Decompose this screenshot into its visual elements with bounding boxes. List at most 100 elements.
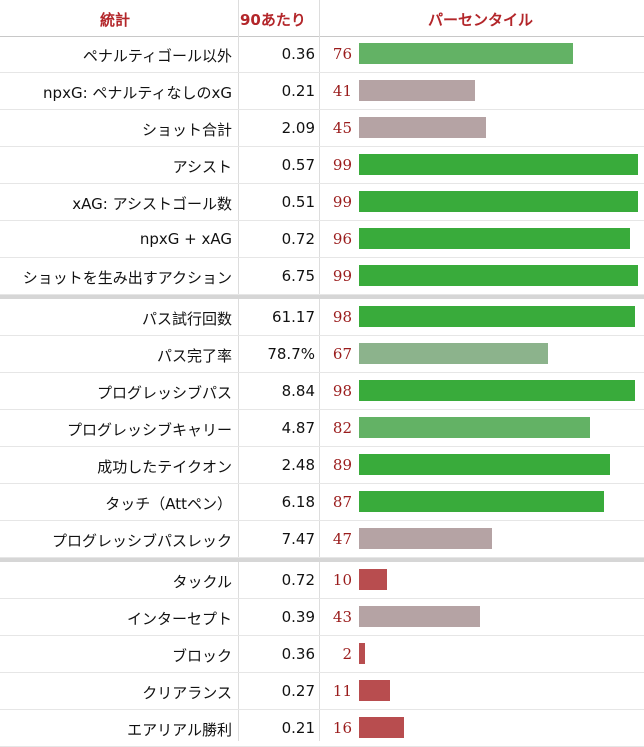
- table-row: ブロック 0.36 2: [0, 636, 644, 673]
- table-row: エアリアル勝利 0.21 16: [0, 710, 644, 747]
- stat-label: プログレッシブパス: [96, 384, 232, 402]
- stat-label: npxG + xAG: [139, 230, 232, 248]
- percentile-value: 96: [332, 230, 352, 248]
- per90-value: 2.48: [281, 456, 315, 474]
- per90-value: 0.39: [281, 608, 315, 626]
- percentile-bar: [359, 191, 638, 212]
- stat-label: ショット合計: [141, 121, 232, 139]
- percentile-value: 10: [332, 571, 352, 589]
- stat-label: タッチ（Attペン）: [105, 495, 232, 513]
- stat-label: パス完了率: [156, 347, 232, 365]
- stat-label: プログレッシブパスレック: [51, 532, 232, 550]
- table-row: クリアランス 0.27 11: [0, 673, 644, 710]
- per90-value: 0.27: [281, 682, 315, 700]
- percentile-bar: [359, 265, 638, 286]
- column-divider-left: [238, 0, 239, 741]
- percentile-bar: [359, 343, 548, 364]
- percentile-value: 99: [332, 267, 352, 285]
- per90-value: 0.21: [281, 719, 315, 737]
- header-stat: 統計: [100, 11, 131, 29]
- percentile-bar: [359, 228, 630, 249]
- table-row: npxG: ペナルティなしのxG 0.21 41: [0, 73, 644, 110]
- percentile-value: 47: [332, 530, 352, 548]
- table-row: パス完了率 78.7% 67: [0, 336, 644, 373]
- per90-value: 4.87: [281, 419, 315, 437]
- stat-label: クリアランス: [142, 684, 232, 702]
- per90-value: 0.72: [281, 230, 315, 248]
- stat-label: ペナルティゴール以外: [82, 47, 232, 65]
- header-per90: 90あたり: [240, 11, 306, 29]
- percentile-value: 99: [332, 193, 352, 211]
- percentile-bar: [359, 643, 365, 664]
- per90-value: 7.47: [281, 530, 315, 548]
- table-row: 成功したテイクオン 2.48 89: [0, 447, 644, 484]
- percentile-bar: [359, 380, 635, 401]
- table-row: アシスト 0.57 99: [0, 147, 644, 184]
- per90-value: 0.57: [281, 156, 315, 174]
- percentile-value: 67: [332, 345, 352, 363]
- table-row: プログレッシブパス 8.84 98: [0, 373, 644, 410]
- per90-value: 6.18: [281, 493, 315, 511]
- table-row: パス試行回数 61.17 98: [0, 299, 644, 336]
- per90-value: 0.36: [281, 45, 315, 63]
- percentile-value: 2: [342, 645, 352, 663]
- group-separator: [0, 558, 644, 562]
- percentile-bar: [359, 569, 387, 590]
- per90-value: 2.09: [281, 119, 315, 137]
- percentile-value: 76: [332, 45, 352, 63]
- percentile-value: 98: [332, 382, 352, 400]
- percentile-value: 99: [332, 156, 352, 174]
- percentile-bar: [359, 117, 486, 138]
- table-row: インターセプト 0.39 43: [0, 599, 644, 636]
- table-row: xAG: アシストゴール数 0.51 99: [0, 184, 644, 221]
- table-row: タッチ（Attペン） 6.18 87: [0, 484, 644, 521]
- percentile-value: 98: [332, 308, 352, 326]
- percentile-bar: [359, 43, 573, 64]
- stat-label: ショットを生み出すアクション: [22, 269, 232, 287]
- per90-value: 0.51: [281, 193, 315, 211]
- percentile-value: 87: [332, 493, 352, 511]
- stat-label: アシスト: [172, 158, 232, 176]
- percentile-value: 45: [332, 119, 352, 137]
- stat-label: ブロック: [171, 647, 232, 665]
- table-row: ペナルティゴール以外 0.36 76: [0, 36, 644, 73]
- percentile-bar: [359, 454, 610, 475]
- stat-label: プログレッシブキャリー: [66, 421, 232, 439]
- table-row: プログレッシブキャリー 4.87 82: [0, 410, 644, 447]
- stat-label: パス試行回数: [141, 310, 232, 328]
- per90-value: 0.72: [281, 571, 315, 589]
- stat-label: インターセプト: [126, 610, 232, 628]
- header-percentile: パーセンタイル: [428, 11, 534, 29]
- per90-value: 6.75: [281, 267, 315, 285]
- stat-label: 成功したテイクオン: [97, 458, 232, 476]
- percentile-bar: [359, 528, 492, 549]
- percentile-value: 16: [332, 719, 352, 737]
- percentile-value: 89: [332, 456, 352, 474]
- percentile-bar: [359, 154, 638, 175]
- stat-label: タックル: [172, 573, 232, 591]
- stat-label: xAG: アシストゴール数: [72, 195, 232, 213]
- per90-value: 8.84: [281, 382, 315, 400]
- stat-label: エアリアル勝利: [127, 721, 232, 739]
- group-separator: [0, 295, 644, 299]
- percentile-bar: [359, 717, 404, 738]
- table-row: ショットを生み出すアクション 6.75 99: [0, 258, 644, 295]
- per90-value: 78.7%: [267, 345, 315, 363]
- stat-label: npxG: ペナルティなしのxG: [43, 84, 232, 102]
- percentile-value: 43: [332, 608, 352, 626]
- table-row: プログレッシブパスレック 7.47 47: [0, 521, 644, 558]
- percentile-bar: [359, 306, 635, 327]
- percentile-bar: [359, 80, 475, 101]
- percentile-value: 82: [332, 419, 352, 437]
- table-row: タックル 0.72 10: [0, 562, 644, 599]
- table-row: npxG + xAG 0.72 96: [0, 221, 644, 258]
- per90-value: 0.21: [281, 82, 315, 100]
- percentile-bar: [359, 606, 480, 627]
- percentile-value: 11: [332, 682, 352, 700]
- table-row: ショット合計 2.09 45: [0, 110, 644, 147]
- per90-value: 0.36: [281, 645, 315, 663]
- percentile-value: 41: [332, 82, 352, 100]
- percentile-bar: [359, 417, 590, 438]
- percentile-bar: [359, 491, 604, 512]
